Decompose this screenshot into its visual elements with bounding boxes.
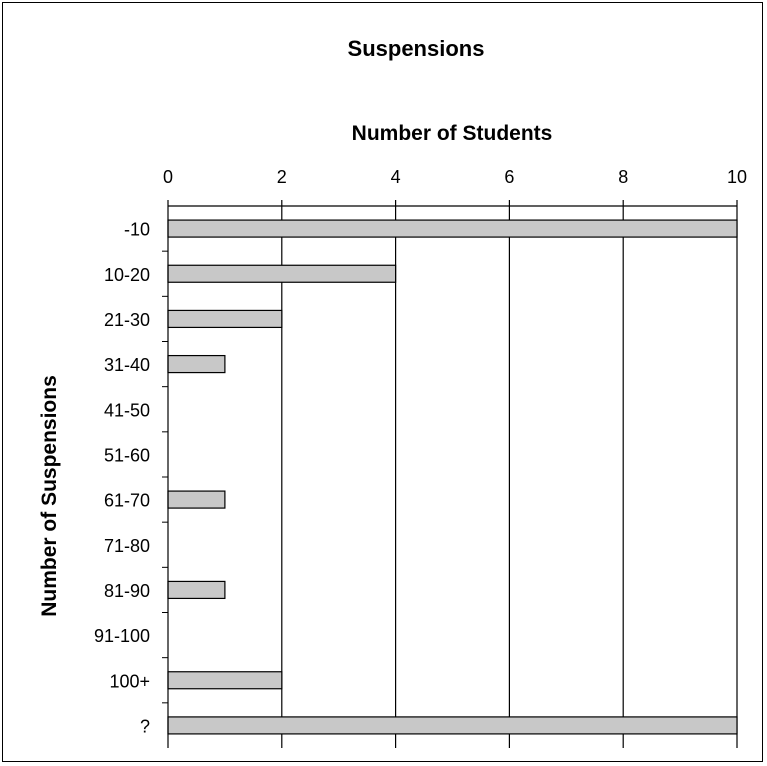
- gridlines: [281, 206, 738, 748]
- x-tick-label: 10: [727, 167, 747, 187]
- y-axis-title: Number of Suspensions: [38, 375, 61, 617]
- x-tick-label: 0: [163, 167, 173, 187]
- bar: [167, 580, 226, 600]
- axes: [162, 200, 738, 748]
- x-tick-label: 6: [504, 167, 514, 187]
- y-tick-label: 61-70: [104, 491, 150, 511]
- y-tick-label: 21-30: [104, 310, 150, 330]
- y-tick-label: 10-20: [104, 265, 150, 285]
- y-tick-labels: -10 10-20 21-30 31-40 41-50 51-60 61-70 71-80 81…: [94, 220, 150, 737]
- bar: [167, 671, 283, 690]
- y-tick-label: 51-60: [104, 445, 150, 465]
- bar: [167, 354, 226, 374]
- chart-title: Suspensions: [348, 36, 485, 61]
- y-tick-label: 71-80: [104, 536, 150, 556]
- y-tick-label: 41-50: [104, 400, 150, 420]
- x-tick-label: 8: [618, 167, 628, 187]
- y-tick-label: 81-90: [104, 581, 150, 601]
- bar: [167, 264, 397, 283]
- x-axis-title: Number of Students: [352, 122, 553, 145]
- bar: [167, 309, 283, 329]
- bar: [167, 490, 226, 509]
- x-tick-label: 4: [391, 167, 401, 187]
- x-tick-label: 2: [277, 167, 287, 187]
- y-tick-label: 100+: [109, 671, 150, 691]
- y-tick-label: -10: [124, 220, 150, 240]
- y-tick-label: ?: [140, 716, 150, 736]
- bar: [167, 219, 738, 238]
- bars: [167, 219, 738, 735]
- x-tick-labels: 0 2 4 6 8 10: [163, 167, 747, 187]
- bar: [167, 716, 738, 735]
- y-tick-label: 91-100: [94, 626, 150, 646]
- y-tick-label: 31-40: [104, 355, 150, 375]
